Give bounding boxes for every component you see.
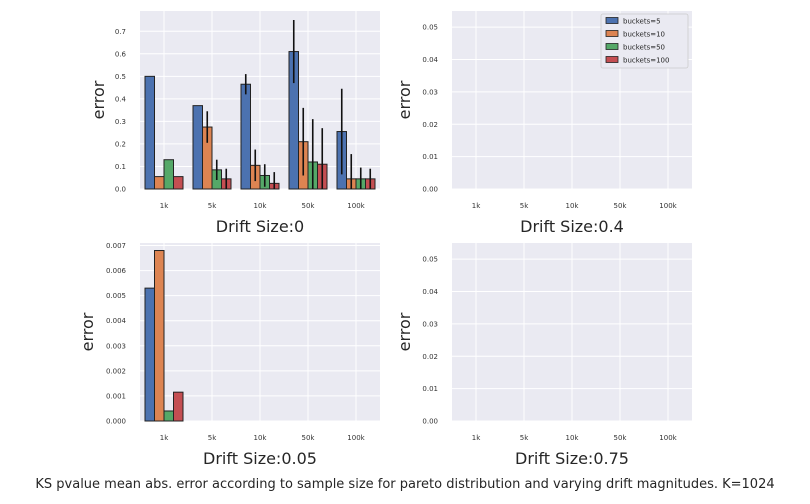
y-tick-label: 0.02: [422, 121, 438, 129]
y-tick-label: 0.005: [106, 292, 126, 300]
y-tick-label: 0.05: [422, 256, 438, 264]
y-tick-label: 0.003: [106, 342, 126, 350]
subplot-4: 0.00 0.01 0.02 0.03 0.04 0.05 1k 5k 10k 50k 100k Dr…: [395, 243, 692, 468]
y-tick-label: 0.5: [115, 73, 126, 81]
figure-caption: KS pvalue mean abs. error according to s…: [35, 477, 775, 492]
x-tick-label: 5k: [520, 434, 529, 442]
legend-swatch: [605, 17, 619, 24]
bar-buckets=5: [240, 83, 251, 190]
subplot-3: 0.000 0.001 0.002 0.003 0.004 0.005 0.006 0.007…: [78, 242, 380, 468]
y-tick-label: 0.004: [106, 317, 127, 325]
legend-label: buckets=50: [623, 44, 665, 52]
y-axis-title: error: [395, 312, 414, 351]
y-tick-label: 0.006: [106, 267, 127, 275]
x-tick-label: 5k: [208, 434, 217, 442]
x-axis-title: Drift Size:0.75: [515, 449, 629, 468]
y-axis-title: error: [78, 312, 97, 351]
x-tick-label: 50k: [302, 202, 316, 210]
y-tick-label: 0.6: [115, 50, 127, 58]
x-tick-label: 100k: [659, 434, 677, 442]
y-axis-title: error: [89, 80, 108, 119]
legend-swatch: [605, 56, 619, 63]
y-tick-label: 0.04: [422, 56, 438, 64]
y-tick-label: 0.03: [422, 320, 438, 328]
legend-swatch: [605, 30, 619, 37]
x-tick-label: 1k: [472, 202, 481, 210]
y-tick-label: 0.4: [115, 95, 127, 103]
y-tick-label: 0.2: [115, 140, 126, 148]
legend-label: buckets=5: [623, 18, 661, 26]
y-tick-label: 0.01: [422, 385, 438, 393]
bar-buckets=100: [173, 391, 184, 422]
bar-buckets=100: [173, 176, 184, 190]
x-tick-label: 50k: [614, 202, 628, 210]
y-tick-label: 0.0: [115, 186, 126, 194]
bar-buckets=5: [144, 75, 155, 190]
y-tick-label: 0.01: [422, 153, 438, 161]
x-tick-label: 100k: [347, 434, 365, 442]
y-tick-label: 0.05: [422, 24, 438, 32]
x-axis-title: Drift Size:0.4: [520, 217, 624, 236]
y-tick-label: 0.00: [422, 186, 438, 194]
y-tick-label: 0.007: [106, 242, 126, 250]
y-tick-label: 0.1: [115, 163, 126, 171]
legend-label: buckets=10: [623, 31, 665, 39]
x-tick-label: 10k: [254, 434, 268, 442]
x-tick-label: 5k: [520, 202, 529, 210]
x-tick-label: 50k: [614, 434, 628, 442]
legend-box: [600, 13, 689, 69]
x-tick-label: 50k: [302, 434, 316, 442]
y-tick-label: 0.03: [422, 88, 438, 96]
y-tick-label: 0.002: [106, 367, 126, 375]
x-tick-label: 1k: [160, 202, 169, 210]
x-tick-label: 5k: [208, 202, 217, 210]
y-tick-label: 0.000: [106, 418, 126, 426]
x-tick-label: 1k: [472, 434, 481, 442]
legend-swatch: [605, 43, 619, 50]
y-tick-label: 0.00: [422, 418, 438, 426]
y-axis-title: error: [395, 80, 414, 119]
legend: buckets=5 buckets=10 buckets=50 buckets=100: [600, 13, 689, 69]
legend-label: buckets=100: [623, 57, 669, 65]
bar-buckets=5: [144, 287, 155, 422]
x-tick-label: 10k: [566, 434, 580, 442]
y-tick-label: 0.02: [422, 353, 438, 361]
x-tick-label: 100k: [659, 202, 677, 210]
subplot-2: 0.00 0.01 0.02 0.03 0.04 0.05 1k 5k 10k 50k 100k Dr…: [395, 11, 692, 236]
x-axis-title: Drift Size:0: [216, 217, 304, 236]
bar-buckets=50: [163, 410, 174, 422]
y-tick-label: 0.001: [106, 392, 126, 400]
subplot-1: 0.0 0.1 0.2 0.3 0.4 0.5 0.6 0.7 1k 5k 10k 50k 100k Dr…: [89, 11, 380, 236]
x-tick-label: 1k: [160, 434, 169, 442]
y-tick-label: 0.7: [115, 28, 126, 36]
bar-buckets=10: [154, 250, 165, 422]
x-tick-label: 100k: [347, 202, 365, 210]
x-tick-label: 10k: [254, 202, 268, 210]
y-tick-label: 0.04: [422, 288, 438, 296]
y-tick-label: 0.3: [115, 118, 126, 126]
bar-buckets=5: [192, 105, 203, 190]
bar-buckets=10: [154, 176, 165, 190]
bar-buckets=50: [163, 159, 174, 190]
x-tick-label: 10k: [566, 202, 580, 210]
x-axis-title: Drift Size:0.05: [203, 449, 317, 468]
